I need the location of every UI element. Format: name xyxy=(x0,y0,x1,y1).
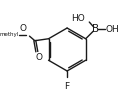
Text: methyl: methyl xyxy=(0,32,19,37)
Text: O: O xyxy=(35,53,42,62)
Text: F: F xyxy=(65,82,70,91)
Text: O: O xyxy=(20,24,27,33)
Text: B: B xyxy=(92,24,100,34)
Text: OH: OH xyxy=(106,24,119,33)
Text: HO: HO xyxy=(71,14,85,23)
